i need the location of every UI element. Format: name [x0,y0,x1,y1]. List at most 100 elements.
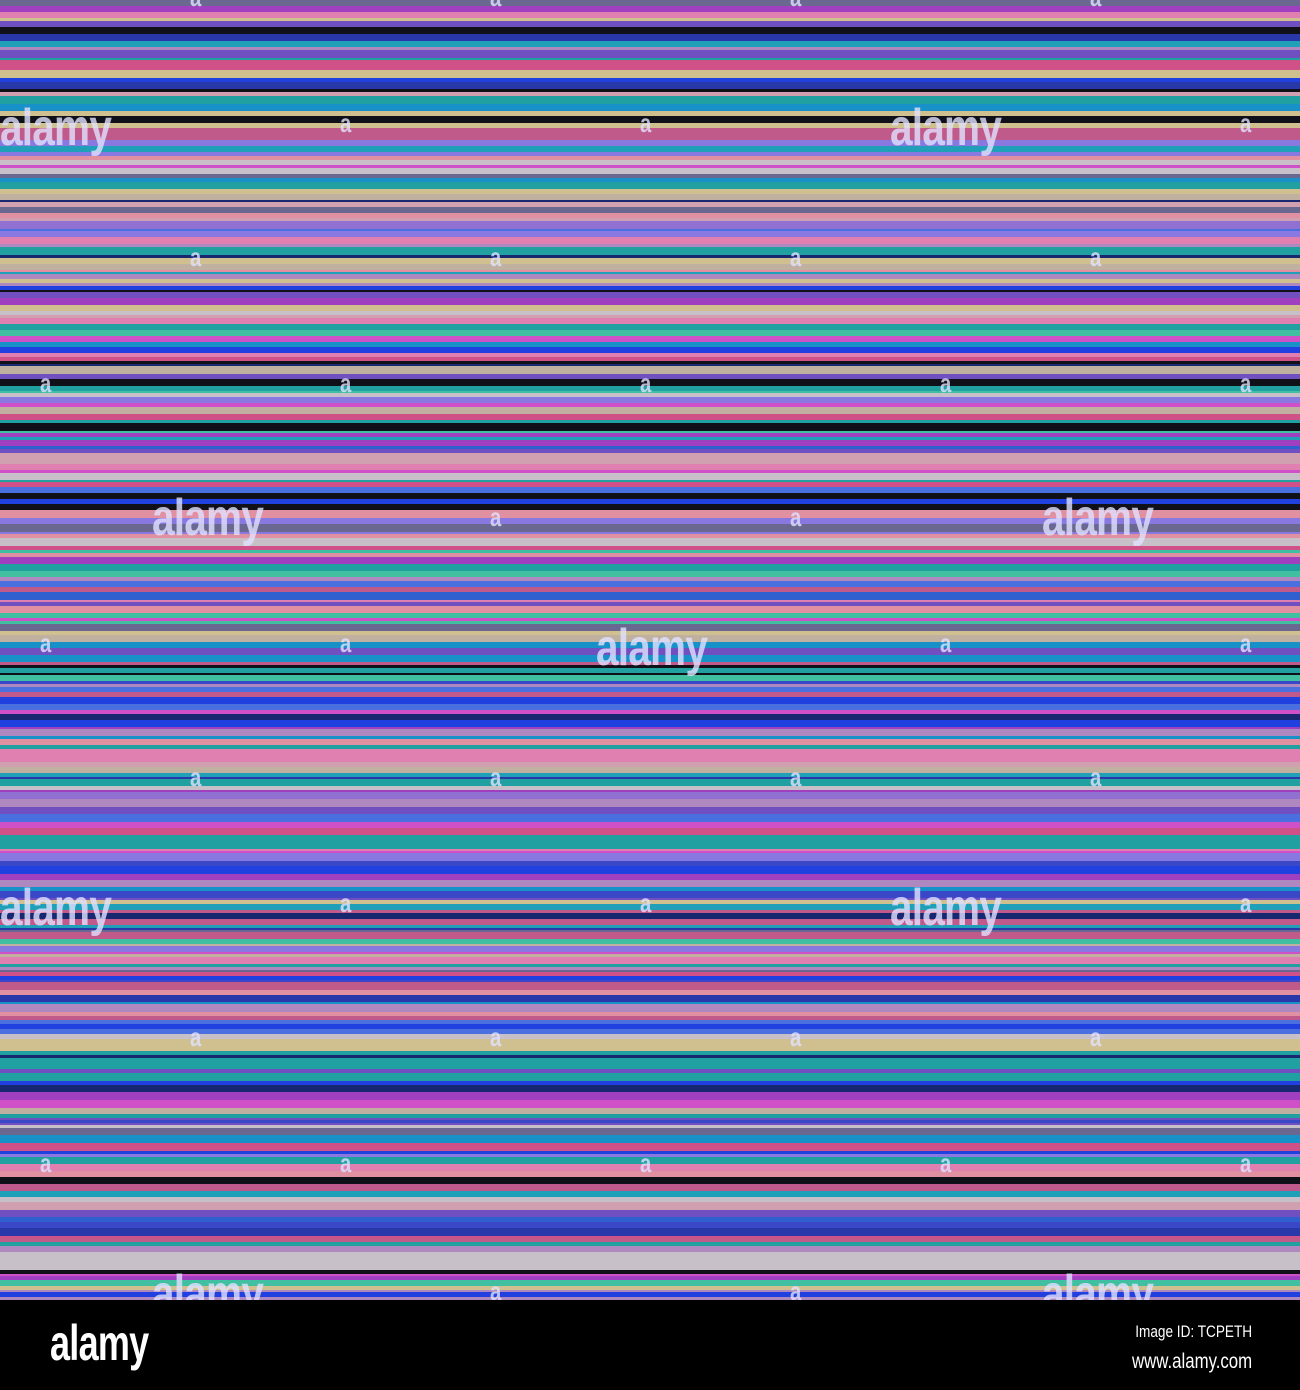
stripe [0,790,1300,792]
stripe [0,642,1300,648]
stripe [0,70,1300,78]
stripe [0,1257,1300,1264]
watermark-mark: a [490,502,501,532]
stripe [0,1238,1300,1242]
stripe [0,78,1300,82]
watermark: alamy [890,99,1002,157]
stripe [0,1191,1300,1197]
stripe [0,446,1300,449]
stripe [0,213,1300,218]
stripe [0,939,1300,944]
stripe [0,165,1300,168]
stripe [0,1092,1300,1100]
stripe [0,27,1300,34]
stripe [0,624,1300,631]
watermark-mark: a [790,1276,801,1306]
watermark-mark: a [640,368,651,398]
stripe [0,1222,1300,1228]
stripe [0,714,1300,720]
stripe [0,518,1300,524]
stripe [0,635,1300,642]
stripe [0,357,1300,361]
stripe [0,692,1300,697]
stripe [0,1184,1300,1191]
stripe [0,767,1300,773]
watermark-mark: a [40,368,51,398]
stripe [0,244,1300,247]
watermark-mark: a [940,628,951,658]
watermark-mark: a [640,888,651,918]
stripe [0,21,1300,27]
stripe [0,353,1300,357]
stripe [0,964,1300,967]
stripe [0,891,1300,898]
watermark-mark: a [340,1148,351,1178]
stripe [0,510,1300,518]
stripe [0,347,1300,353]
stripe [0,621,1300,624]
stripe [0,1114,1300,1118]
stripe [0,851,1300,853]
stripe [0,1286,1300,1290]
watermark-mark: a [790,242,801,272]
stripe [0,324,1300,330]
stripe [0,1128,1300,1135]
stripe [0,298,1300,305]
stripe [0,116,1300,123]
stripe [0,577,1300,581]
stripe [0,1020,1300,1024]
watermark-mark: a [340,888,351,918]
watermark-mark: a [640,108,651,138]
stripe [0,1051,1300,1055]
stripe [0,218,1300,221]
stripe [0,34,1300,41]
stripe [0,315,1300,318]
stripe [0,146,1300,152]
stripe [0,631,1300,635]
stripe [0,910,1300,913]
stripe [0,433,1300,437]
watermark: alamy [0,99,112,157]
stripe [0,773,1300,777]
stripe [0,336,1300,342]
stripe [0,470,1300,473]
stripe [0,311,1300,315]
stripe [0,1274,1300,1276]
stripe [0,1210,1300,1217]
stripe [0,453,1300,457]
stripe [0,67,1300,70]
watermark: alamy [596,619,708,677]
stripe [0,283,1300,286]
stripe [0,1252,1300,1257]
stripe [0,600,1300,602]
stripe [0,482,1300,487]
stripe [0,156,1300,160]
stripe [0,655,1300,662]
stripe [0,898,1300,900]
stripe [0,1024,1300,1029]
stripe [0,946,1300,952]
stripe [0,1242,1300,1246]
stripe [0,50,1300,58]
stripe [0,681,1300,684]
stripe [0,82,1300,89]
stripe [0,665,1300,668]
stripe [0,618,1300,621]
stripe [0,361,1300,364]
stripe [0,704,1300,710]
stripe [0,606,1300,613]
stripe [0,1108,1300,1114]
stripe [0,1100,1300,1108]
stripe [0,807,1300,814]
stripe [0,675,1300,681]
stripe [0,493,1300,499]
stripe [0,457,1300,464]
stripe [0,928,1300,930]
stripe [0,727,1300,729]
watermark-mark: a [490,1022,501,1052]
stripe [0,710,1300,714]
stripe [0,1120,1300,1123]
website-label: www.alamy.com [1131,1350,1252,1373]
stripe [0,546,1300,550]
stripe [0,930,1300,932]
